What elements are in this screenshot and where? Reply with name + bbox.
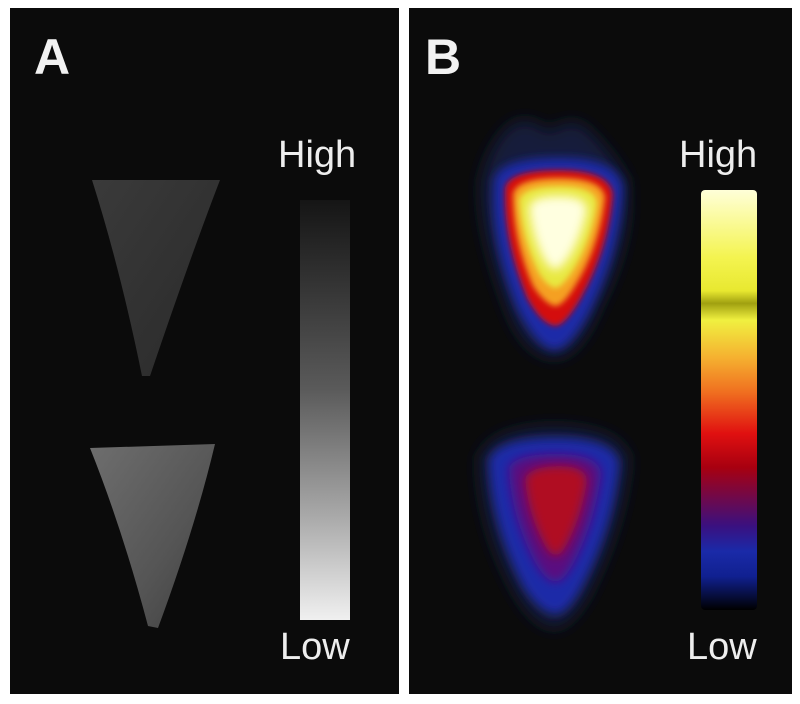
heat-spot-upper (480, 120, 629, 358)
panel-b: B High Low (409, 8, 792, 694)
heatmap-image (479, 120, 629, 628)
grayscale-image (90, 180, 220, 628)
heat-scale-label-high: High (679, 134, 758, 176)
sample-tube-lower (90, 444, 215, 628)
sample-tube-upper (92, 180, 220, 376)
panel-label-a: A (34, 29, 71, 85)
grayscale-colorbar (300, 200, 350, 620)
panel-a: A High Low (10, 8, 399, 694)
heat-scale-label-low: Low (687, 626, 757, 668)
heat-spot-lower (479, 426, 629, 628)
panel-label-b: B (425, 29, 462, 85)
scale-label-high: High (278, 134, 357, 176)
heat-colorbar (701, 190, 757, 610)
scale-label-low: Low (280, 626, 350, 668)
